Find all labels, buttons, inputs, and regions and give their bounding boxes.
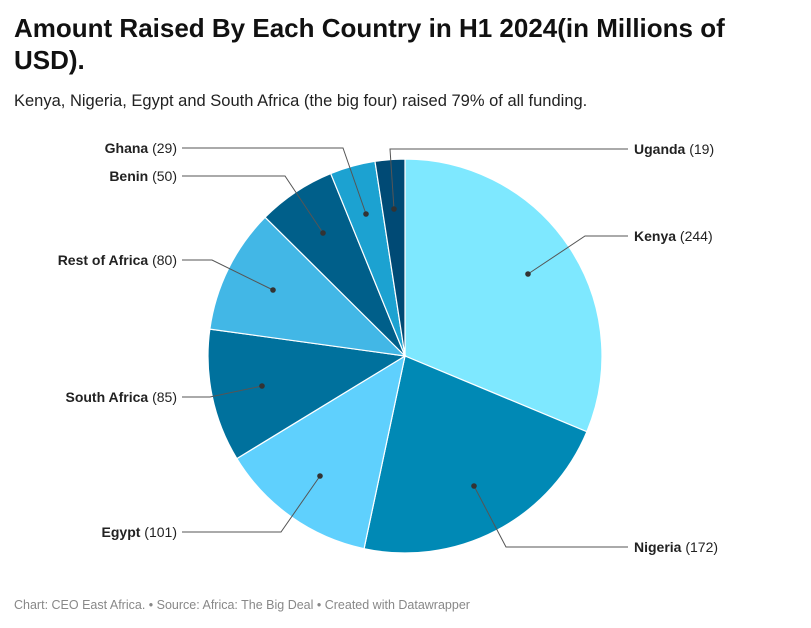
data-label-benin: Benin (50) [109,168,177,184]
leader-dot-uganda [391,206,397,212]
chart-title: Amount Raised By Each Country in H1 2024… [14,13,725,75]
leader-line-ghana [182,147,367,215]
chart-subtitle: Kenya, Nigeria, Egypt and South Africa (… [14,92,588,110]
data-label-rest-of-africa: Rest of Africa (80) [58,252,177,268]
pie-slice-rest-of-africa [209,216,407,357]
leader-dot-rest-of-africa [270,287,276,293]
leader-line-south-africa [182,385,263,398]
leader-line-benin [182,175,324,234]
chart-footer: Chart: CEO East Africa. • Source: Africa… [14,598,470,612]
data-label-south-africa: South Africa (85) [65,389,177,405]
data-label-kenya: Kenya (244) [634,228,713,244]
leader-line-kenya [527,235,628,275]
pie-slice-uganda [374,158,406,357]
leader-dot-kenya [525,271,531,277]
pie-slice-nigeria [363,355,588,554]
leader-line-nigeria [473,485,628,548]
leader-dot-egypt [317,473,323,479]
leader-dot-benin [320,230,326,236]
leader-dot-ghana [363,211,369,217]
data-label-ghana: Ghana (29) [105,140,177,156]
leader-line-egypt [182,475,321,533]
leader-line-uganda [389,148,628,210]
data-label-uganda: Uganda (19) [634,141,714,157]
data-label-nigeria: Nigeria (172) [634,539,718,555]
leader-dot-nigeria [471,483,477,489]
leader-dot-south-africa [259,383,265,389]
data-label-egypt: Egypt (101) [102,524,177,540]
leader-line-rest-of-africa [182,259,274,291]
